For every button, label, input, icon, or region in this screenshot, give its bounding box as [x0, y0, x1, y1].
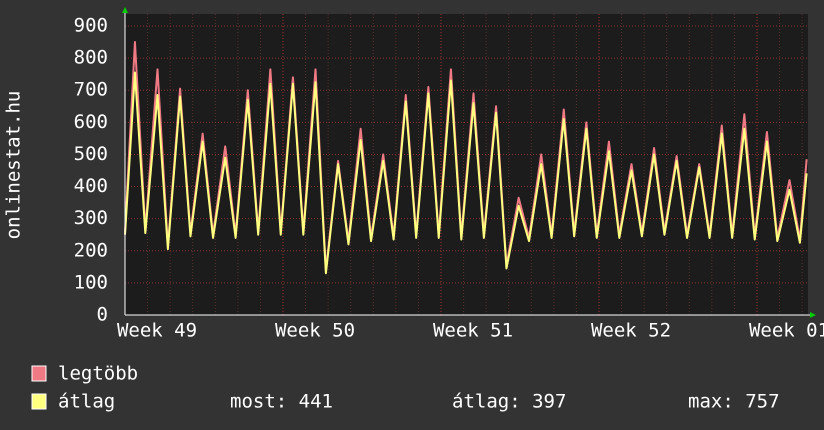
y-tick-label: 500	[74, 143, 108, 165]
x-arrow	[810, 312, 816, 318]
y-tick-label: 800	[74, 47, 108, 69]
y-tick-label: 700	[74, 79, 108, 101]
legend-stat: most: 441	[230, 391, 333, 413]
legend-label: átlag	[58, 391, 115, 413]
y-tick-label: 0	[97, 304, 108, 326]
y-axis-label: onlinestat.hu	[3, 91, 25, 240]
x-tick-label: Week 51	[433, 320, 513, 342]
y-tick-label: 900	[74, 15, 108, 37]
legend-swatch	[31, 393, 47, 410]
series-line	[124, 71, 808, 275]
legend-swatch	[31, 365, 47, 382]
y-tick-label: 300	[74, 207, 108, 229]
x-tick-label: Week 52	[591, 320, 671, 342]
x-tick-label: Week 01	[749, 320, 824, 342]
legend: legtöbb átlag most: 441 átlag: 397 max: 757	[31, 363, 780, 413]
y-tick-label: 600	[74, 111, 108, 133]
y-tick-label: 200	[74, 239, 108, 261]
legend-stat: átlag: 397	[452, 391, 566, 413]
x-tick-label: Week 49	[117, 320, 197, 342]
lines	[124, 41, 808, 275]
legend-stat: max: 757	[688, 391, 780, 413]
x-tick-label: Week 50	[275, 320, 355, 342]
y-tick-label: 400	[74, 175, 108, 197]
legend-label: legtöbb	[58, 363, 138, 385]
y-tick-label: 100	[74, 271, 108, 293]
y-arrow	[122, 7, 128, 13]
